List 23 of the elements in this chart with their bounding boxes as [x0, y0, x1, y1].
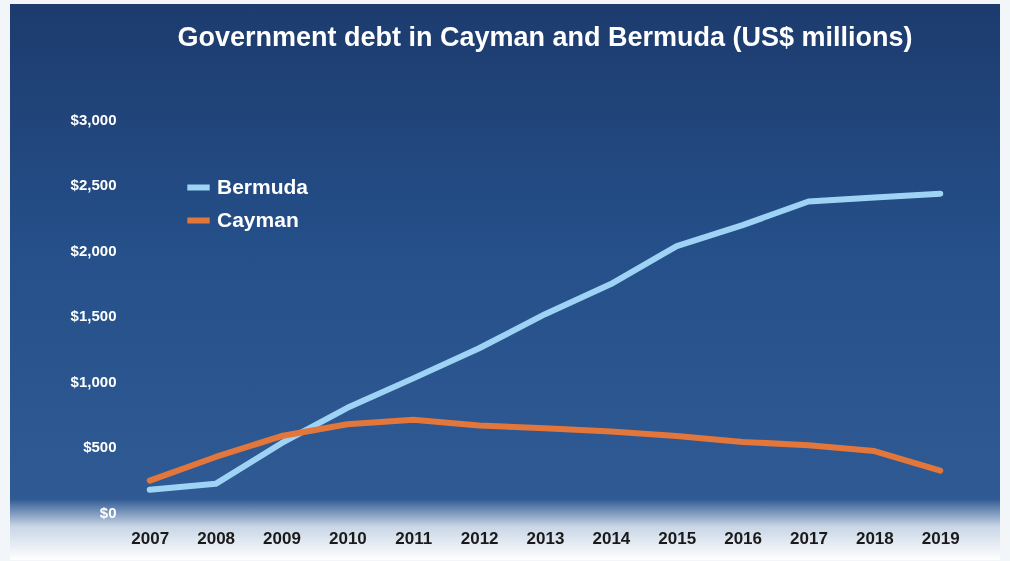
chart-title: Government debt in Cayman and Bermuda (US$ millions)	[177, 22, 913, 52]
legend-label: Cayman	[217, 207, 299, 231]
x-tick-label: 2013	[526, 528, 565, 548]
x-tick-label: 2010	[328, 528, 367, 548]
x-tick-label: 2019	[921, 528, 960, 548]
y-tick-label: $2,000	[70, 241, 117, 259]
y-tick-label: $1,000	[70, 372, 117, 390]
x-tick-label: 2018	[855, 528, 894, 548]
x-tick-label: 2009	[263, 528, 301, 548]
y-tick-label: $3,000	[70, 110, 117, 128]
x-tick-label: 2015	[658, 528, 697, 548]
x-tick-label: 2011	[395, 528, 433, 548]
x-tick-label: 2017	[790, 528, 828, 548]
y-tick-label: $1,500	[70, 307, 117, 324]
legend-label: Bermuda	[217, 174, 309, 198]
y-tick-label: $500	[83, 438, 117, 455]
x-tick-label: 2012	[460, 528, 499, 548]
y-tick-label: $0	[99, 503, 117, 521]
x-tick-label: 2008	[197, 528, 236, 548]
y-tick-label: $2,500	[70, 176, 117, 193]
x-tick-label: 2007	[131, 528, 170, 548]
x-tick-label: 2014	[592, 528, 631, 548]
x-tick-label: 2016	[724, 528, 763, 548]
